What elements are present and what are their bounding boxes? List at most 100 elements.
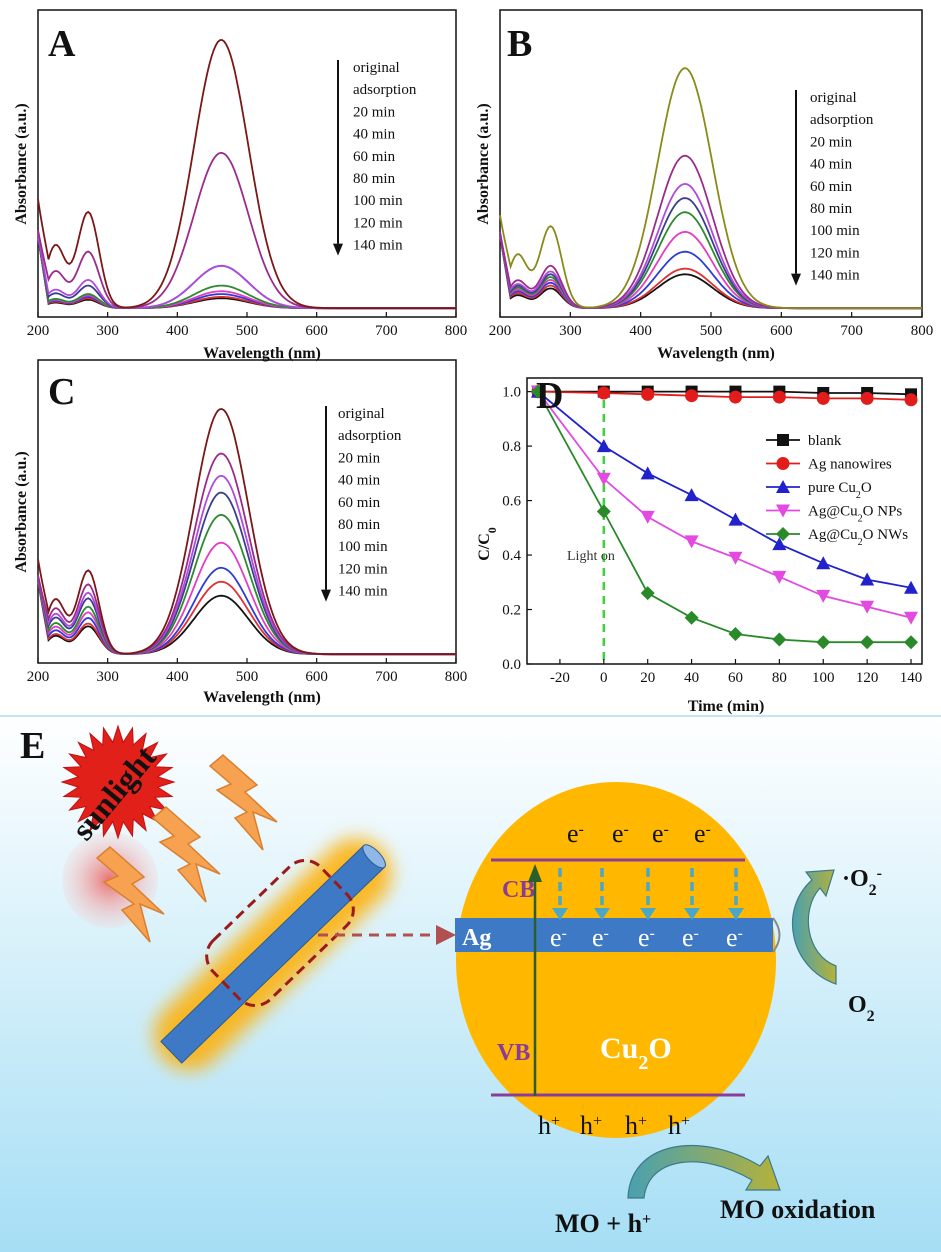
y-tick-label: 0.6	[502, 494, 521, 510]
x-tick-label: 500	[700, 323, 723, 339]
x-tick-label: 800	[445, 669, 468, 685]
x-tick-label: 300	[559, 323, 582, 339]
excitation-arrow-head	[528, 864, 542, 882]
spectrum-line-original	[499, 67, 922, 310]
x-tick-label: 800	[445, 323, 468, 339]
vb-label: VB	[497, 1040, 530, 1066]
legend-arrow-head	[791, 273, 801, 286]
legend-entry: 140 min	[810, 268, 860, 284]
transfer-arrow-head	[552, 908, 568, 920]
legend-entry: 60 min	[353, 149, 396, 165]
electron-row-ag: e-e-e-e-e-	[550, 923, 743, 952]
mo-oxidation-label: MO oxidation	[720, 1195, 876, 1224]
electron-ag: e-	[726, 923, 743, 952]
x-tick-label: 300	[96, 669, 119, 685]
panel-b-ylabel: Absorbance (a.u.)	[475, 103, 492, 224]
panel-b-xlabel: Wavelength (nm)	[657, 345, 775, 362]
hole-vb: h+	[668, 1111, 690, 1140]
legend-entry: blank	[808, 433, 842, 449]
legend-entry: 40 min	[353, 127, 396, 143]
electron-ag: e-	[638, 923, 655, 952]
data-point	[684, 488, 699, 502]
legend-entry: 140 min	[338, 584, 388, 600]
ag-label: Ag	[462, 925, 491, 951]
legend-marker	[777, 434, 789, 446]
legend-entry: 60 min	[810, 179, 853, 195]
data-point	[904, 393, 918, 407]
data-point	[728, 627, 743, 642]
legend-entry: 120 min	[338, 561, 388, 577]
panel-d-frame	[526, 377, 923, 665]
panel-e-label: E	[20, 725, 45, 767]
panel-d-ylabel: C/C0	[476, 527, 499, 561]
data-point	[860, 600, 875, 614]
legend-entry: 40 min	[338, 473, 381, 489]
x-tick-label: 0	[600, 670, 608, 686]
legend-entry: 100 min	[810, 223, 860, 239]
x-tick-label: -20	[550, 670, 570, 686]
legend-marker	[776, 480, 790, 493]
data-point	[728, 512, 743, 526]
legend-entry: original	[338, 406, 385, 422]
electron-cb: e-	[612, 819, 629, 848]
panel-a: A original adsorption 20 min 40 min 60 min 80…	[13, 9, 468, 362]
legend-entry: pure Cu2O	[808, 480, 872, 501]
zoom-arrow-head	[436, 925, 456, 945]
y-tick-label: 0.8	[502, 439, 521, 455]
panel-d: -20 0 20 40 60 80 100 120 140 0.0 0.2 0.4 0.6 0.8 1.0 b…	[476, 375, 923, 715]
zoom-box	[205, 859, 355, 1007]
x-tick-label: 40	[684, 670, 699, 686]
data-point	[904, 611, 919, 625]
data-point	[860, 391, 874, 405]
x-tick-label: 200	[27, 323, 50, 339]
cu2o-label: Cu2O	[600, 1032, 672, 1074]
x-tick-label: 80	[772, 670, 787, 686]
x-tick-label: 300	[96, 323, 119, 339]
x-tick-label: 400	[629, 323, 652, 339]
x-tick-label: 600	[770, 323, 793, 339]
x-tick-label: 500	[236, 323, 259, 339]
electron-ag: e-	[550, 923, 567, 952]
data-point	[772, 390, 786, 404]
x-tick-label: 100	[812, 670, 835, 686]
panel-a-legend: original adsorption 20 min 40 min 60 min 80 m…	[333, 60, 417, 256]
data-point	[596, 472, 611, 486]
spectrum-line-original	[37, 38, 456, 310]
legend-entry: original	[810, 90, 857, 106]
panel-a-xlabel: Wavelength (nm)	[203, 345, 321, 362]
x-tick-label: 60	[728, 670, 743, 686]
data-point	[596, 439, 611, 453]
mo-oxidation-arrow	[627, 1144, 781, 1199]
panel-b-curves	[499, 67, 922, 310]
legend-arrow-head	[333, 243, 343, 256]
panel-c-legend: original adsorption 20 min 40 min 60 min 80 m…	[321, 406, 402, 602]
x-tick-label: 800	[911, 323, 934, 339]
panel-c-curves	[37, 408, 456, 656]
y-tick-label: 1.0	[502, 385, 521, 401]
panel-b: B original adsorption 20 min 40 min 60 min 80…	[475, 9, 934, 362]
legend-marker	[776, 504, 790, 518]
panel-c-label: C	[48, 371, 75, 413]
data-point	[772, 537, 787, 551]
legend-entry: 20 min	[810, 134, 853, 150]
data-point	[728, 390, 742, 404]
panel-c-xticks: 200 300 400 500 600 700 800	[27, 658, 468, 685]
legend-entry: 120 min	[810, 245, 860, 261]
legend-marker	[776, 457, 790, 470]
legend-arrow-head	[321, 589, 331, 602]
data-point	[530, 384, 545, 399]
panel-d-label: D	[536, 375, 563, 417]
x-tick-label: 700	[375, 323, 398, 339]
y-tick-label: 0.4	[502, 548, 521, 564]
legend-entry: Ag@Cu2O NWs	[808, 527, 908, 548]
transfer-arrow-head	[594, 908, 610, 920]
electron-ag: e-	[592, 923, 609, 952]
electron-ag: e-	[682, 923, 699, 952]
hole-row-vb: h+ h+ h+ h+	[538, 1111, 690, 1140]
panel-a-label: A	[48, 23, 76, 65]
panel-d-xlabel: Time (min)	[688, 698, 765, 715]
data-point	[596, 504, 611, 519]
data-point	[860, 635, 875, 650]
hole-vb: h+	[625, 1111, 647, 1140]
